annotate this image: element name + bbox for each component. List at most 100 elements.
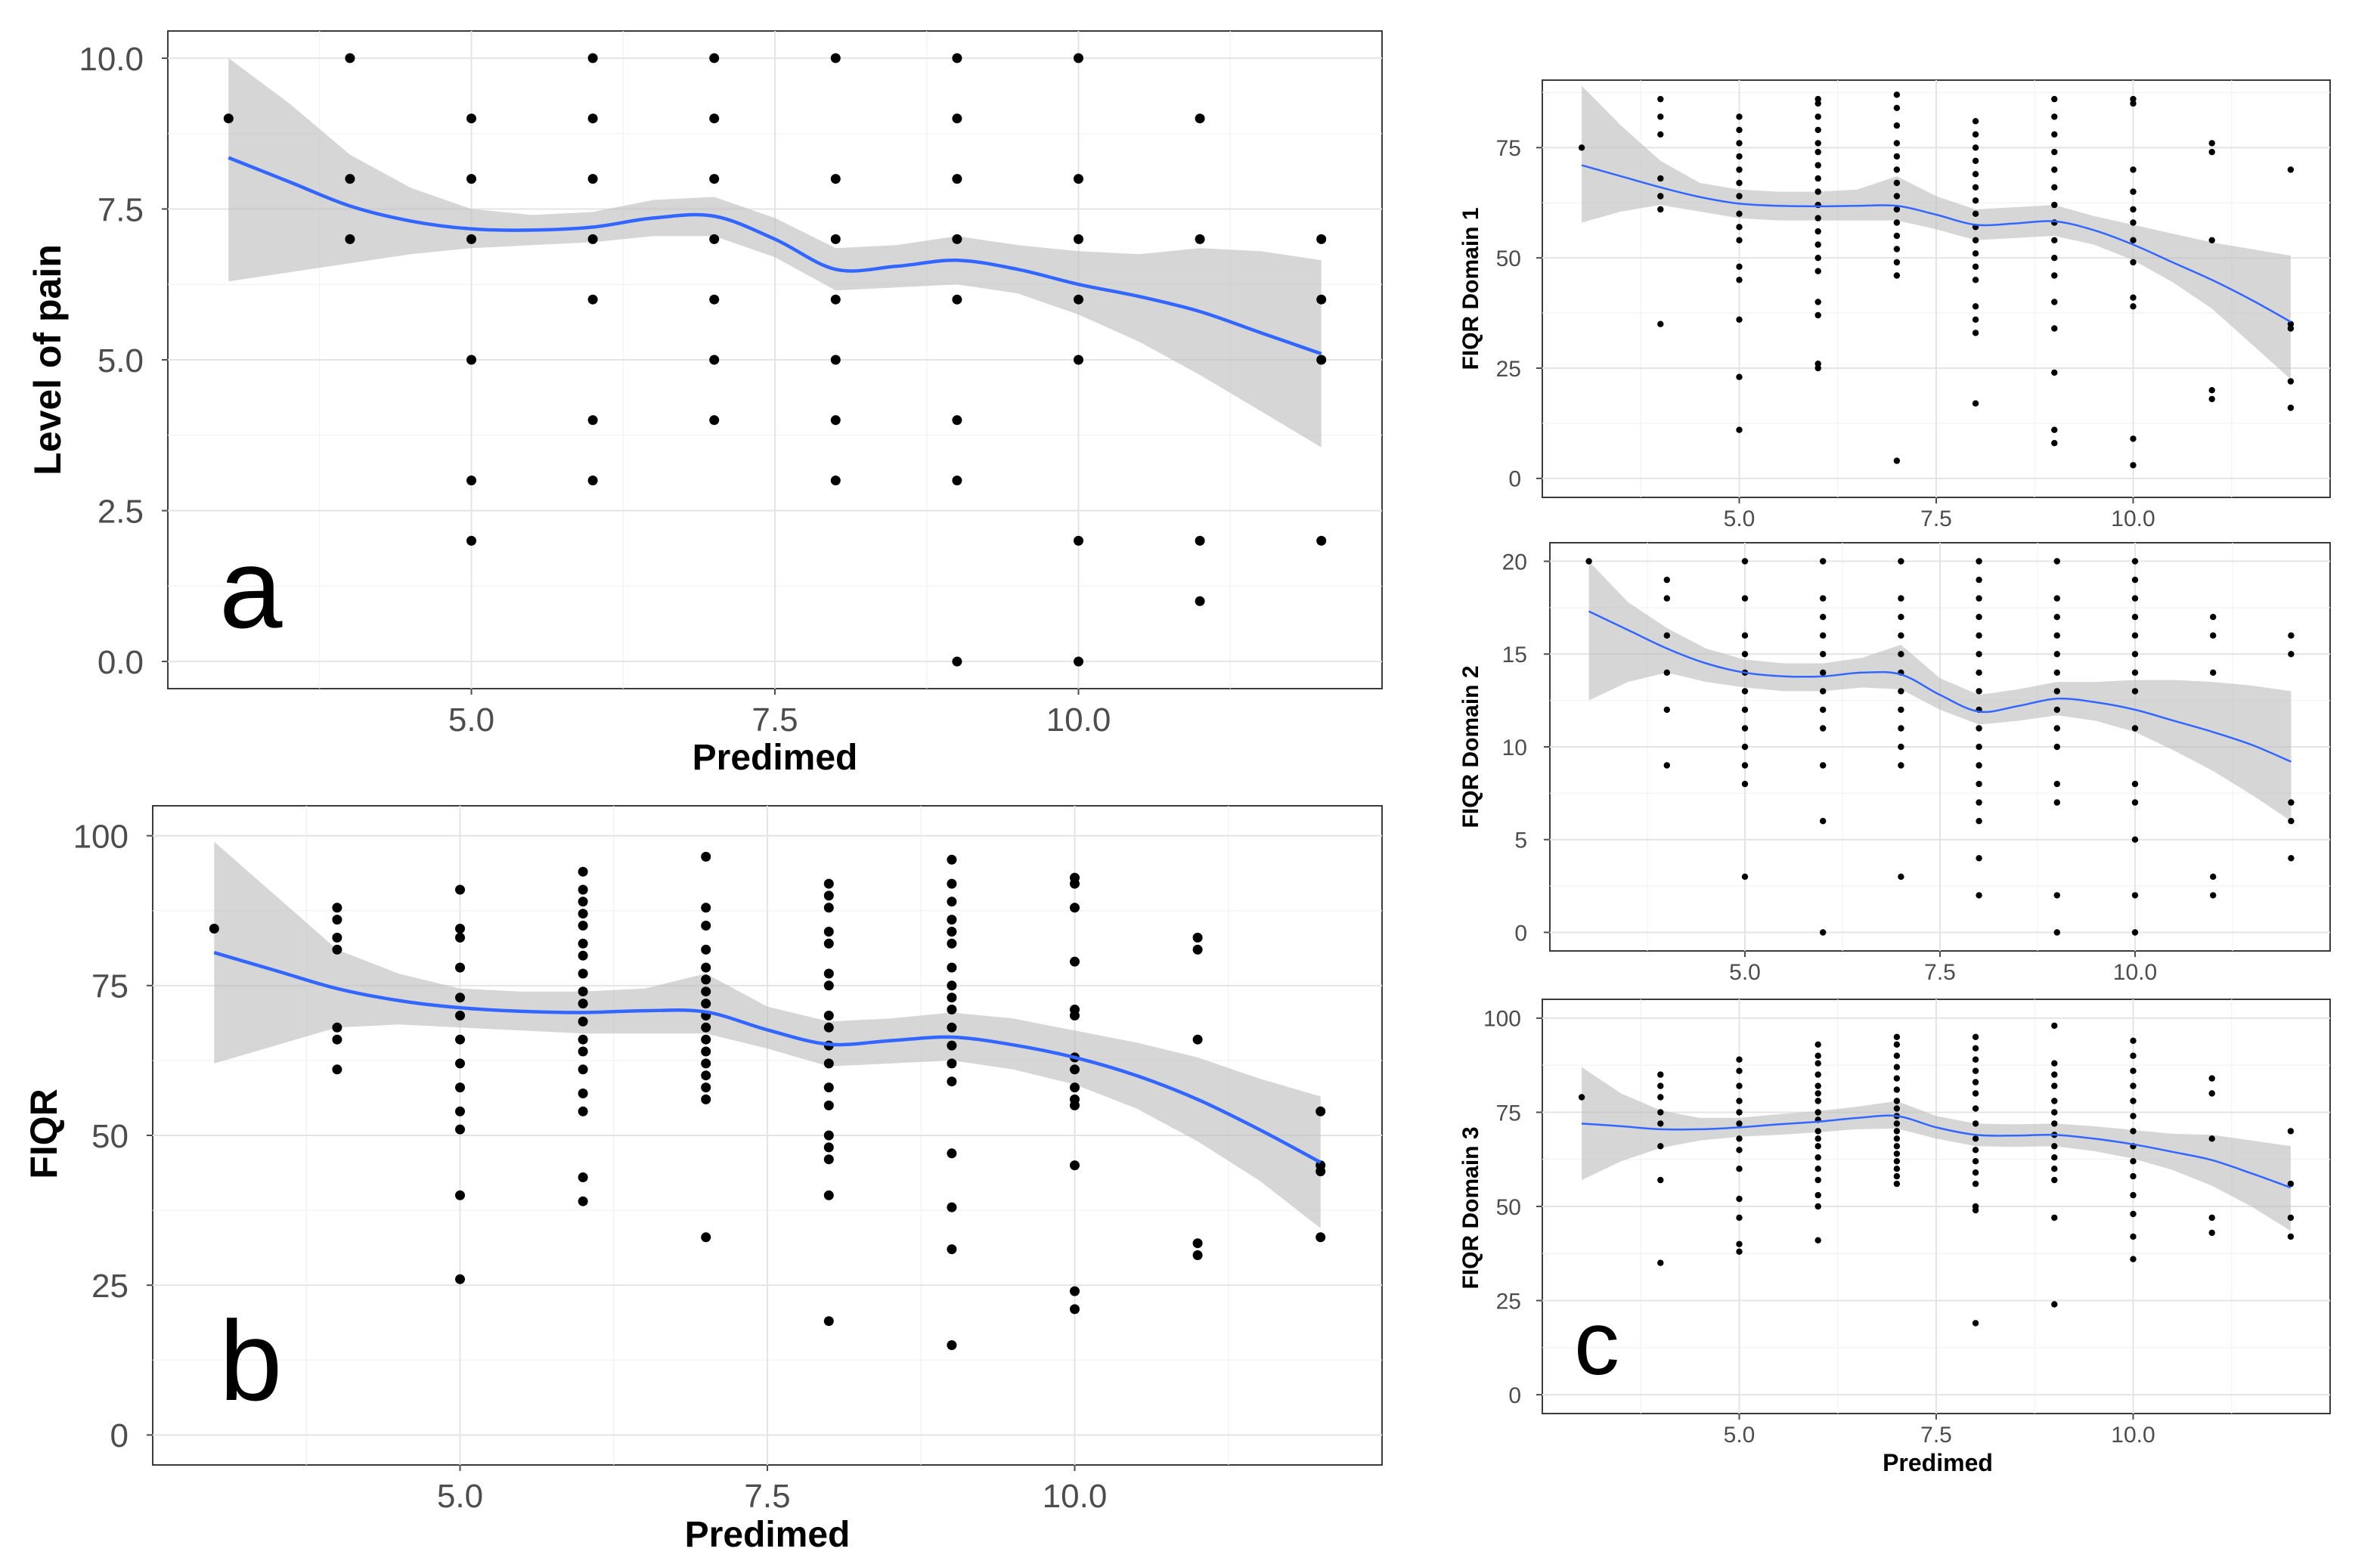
y-tick-label: 75: [1496, 136, 1521, 161]
data-point: [2208, 1090, 2215, 1097]
data-point: [1736, 373, 1743, 380]
data-point: [1893, 140, 1901, 147]
data-point: [947, 993, 957, 1003]
data-point: [1898, 614, 1904, 621]
data-point: [1898, 743, 1904, 751]
data-point: [466, 174, 476, 184]
data-point: [830, 174, 841, 184]
data-point: [2130, 1210, 2137, 1218]
panel-c-domain2: 5.0 7.5 10.0 0 5 10 15 20 FIQR Domain 2: [1458, 542, 2331, 985]
data-point: [2130, 95, 2137, 103]
data-point: [823, 938, 834, 949]
data-point: [1893, 166, 1901, 173]
x-tick-label: 5.0: [1724, 1423, 1756, 1448]
data-point: [1814, 1166, 1821, 1172]
data-point: [1972, 184, 1979, 190]
data-point: [1972, 131, 1979, 138]
data-point: [332, 1064, 342, 1075]
data-point: [1972, 1206, 1979, 1214]
data-point: [2131, 836, 2139, 843]
data-point: [455, 1058, 465, 1069]
panel-a-y-axis-title: Level of pain: [26, 244, 69, 475]
x-tick-label: 10.0: [2111, 506, 2155, 531]
data-point: [1976, 669, 1982, 676]
data-point: [2053, 780, 2060, 788]
data-point: [1898, 558, 1904, 565]
data-point: [587, 294, 598, 305]
data-point: [830, 415, 841, 426]
data-point: [2130, 1128, 2137, 1135]
data-point: [823, 1022, 834, 1033]
y-tick-label: 20: [1502, 550, 1527, 574]
data-point: [1074, 174, 1083, 184]
data-point: [2130, 303, 2137, 310]
data-point: [952, 475, 962, 486]
y-tick-label: 15: [1502, 643, 1527, 667]
y-tick-label: 50: [91, 1118, 129, 1155]
data-point: [1893, 1098, 1901, 1104]
data-point: [947, 962, 957, 973]
data-point: [345, 53, 355, 63]
data-point: [1316, 234, 1327, 244]
x-tick-label: 10.0: [2113, 960, 2157, 985]
data-point: [701, 1058, 711, 1069]
data-point: [1736, 1098, 1743, 1104]
data-point: [1316, 1232, 1326, 1243]
data-point: [830, 475, 841, 486]
data-point: [345, 174, 355, 184]
data-point: [823, 1130, 834, 1141]
data-point: [2130, 1233, 2137, 1240]
data-point: [1893, 91, 1901, 98]
data-point: [701, 1082, 711, 1093]
data-point: [1657, 1176, 1664, 1184]
y-tick-label: 0.0: [98, 644, 144, 681]
data-point: [1814, 241, 1821, 248]
x-tick-label: 7.5: [751, 701, 798, 739]
data-point: [823, 1190, 834, 1200]
data-point: [1976, 558, 1982, 565]
data-point: [1074, 234, 1083, 244]
data-point: [1893, 219, 1901, 226]
data-point: [1976, 688, 1982, 695]
data-point: [1976, 614, 1982, 621]
data-point: [2130, 1191, 2137, 1199]
data-point: [578, 909, 588, 919]
data-point: [947, 1076, 957, 1087]
data-point: [1736, 237, 1743, 243]
data-point: [1972, 1169, 1979, 1176]
data-point: [2130, 1052, 2137, 1059]
data-point: [701, 1046, 711, 1057]
data-point: [2053, 688, 2060, 695]
data-point: [1814, 1090, 1821, 1097]
data-point: [2210, 632, 2217, 639]
panel-c-domain2-ticks: 5.0 7.5 10.0 0 5 10 15 20: [1502, 550, 2158, 985]
data-point: [947, 1244, 957, 1255]
data-point: [1972, 263, 1979, 270]
data-point: [1972, 1045, 1979, 1052]
data-point: [1820, 614, 1827, 621]
data-point: [1070, 1100, 1080, 1110]
data-point: [1736, 1082, 1743, 1089]
data-point: [1814, 140, 1821, 147]
data-point: [1074, 656, 1083, 667]
data-point: [578, 897, 588, 907]
data-point: [1893, 457, 1901, 464]
data-point: [2131, 799, 2139, 806]
data-point: [701, 1070, 711, 1081]
panel-c-domain3-x-axis-title: Predimed: [1883, 1449, 1993, 1476]
data-point: [455, 1106, 465, 1116]
data-point: [2051, 1301, 2058, 1308]
data-point: [2053, 743, 2060, 751]
data-point: [209, 924, 219, 934]
data-point: [823, 1142, 834, 1153]
data-point: [1195, 234, 1205, 244]
data-point: [2051, 237, 2058, 243]
data-point: [1893, 104, 1901, 111]
data-point: [455, 1190, 465, 1200]
data-point: [2051, 1166, 2058, 1172]
data-point: [952, 234, 962, 244]
data-point: [823, 890, 834, 901]
y-tick-label: 0: [1514, 921, 1527, 946]
data-point: [2130, 1113, 2137, 1120]
confidence-band: [1582, 1067, 2291, 1231]
